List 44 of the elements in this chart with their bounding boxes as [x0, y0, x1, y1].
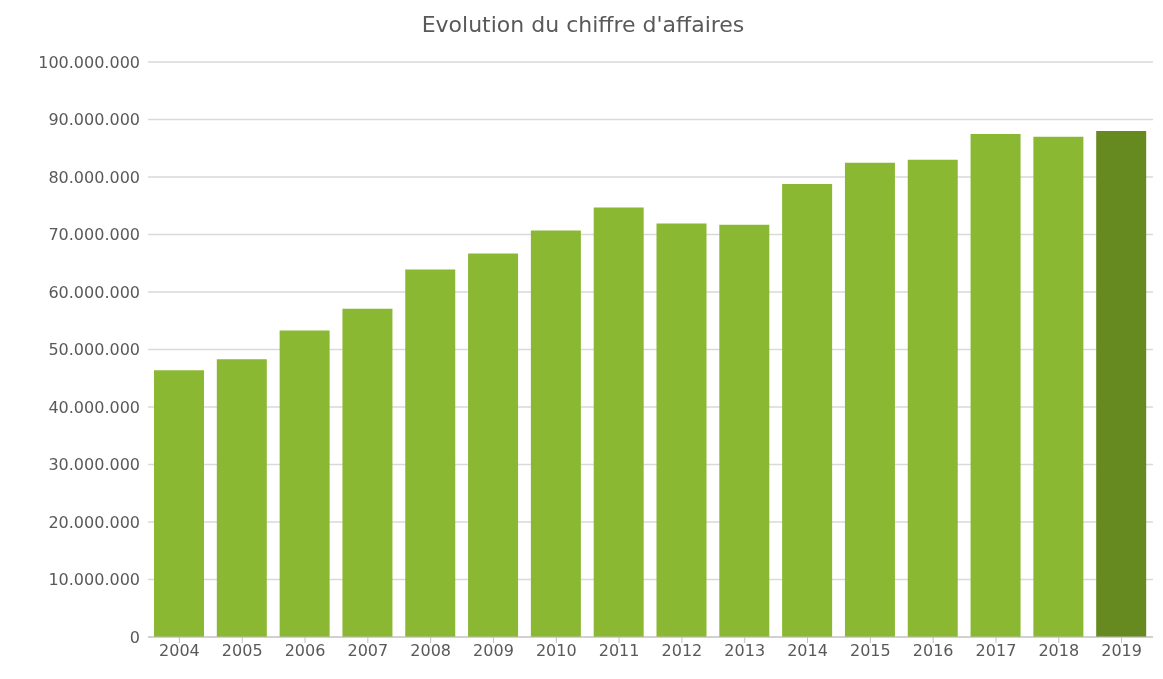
- x-tick-label: 2006: [284, 641, 326, 661]
- bar: [1096, 131, 1147, 637]
- bar: [782, 183, 833, 637]
- x-tick-label: 2009: [473, 641, 514, 661]
- x-tick-label: 2015: [849, 641, 891, 661]
- y-tick-label: 10.000.000: [48, 570, 140, 590]
- x-tick-label: 2012: [661, 641, 703, 661]
- x-tick-label: 2007: [347, 641, 389, 661]
- x-tick-label: 2019: [1101, 641, 1142, 661]
- bar: [342, 308, 393, 637]
- y-tick-label: 20.000.000: [48, 512, 140, 532]
- bar: [907, 159, 958, 637]
- y-tick-label: 50.000.000: [48, 340, 140, 360]
- x-tick-label: 2010: [535, 641, 577, 661]
- bar: [279, 330, 330, 637]
- y-tick-label: 100.000.000: [38, 52, 140, 72]
- bar: [656, 223, 707, 637]
- bar: [216, 359, 267, 637]
- x-tick-label: 2011: [598, 641, 640, 661]
- y-tick-label: 80.000.000: [48, 167, 140, 187]
- bar: [468, 253, 519, 637]
- y-tick-label: 70.000.000: [48, 225, 140, 245]
- x-tick-label: 2014: [787, 641, 828, 661]
- bar: [405, 269, 456, 637]
- chart-title: Evolution du chiffre d'affaires: [420, 11, 746, 39]
- x-tick-label: 2017: [975, 641, 1017, 661]
- bar: [154, 370, 204, 637]
- y-tick-label: 0: [129, 627, 140, 647]
- x-tick-label: 2004: [159, 641, 200, 661]
- bar: [1033, 136, 1084, 637]
- x-tick-label: 2013: [724, 641, 766, 661]
- x-tick-label: 2005: [221, 641, 263, 661]
- x-tick-label: 2016: [912, 641, 954, 661]
- bar: [970, 133, 1021, 637]
- bar: [530, 230, 581, 637]
- y-tick-label: 40.000.000: [48, 397, 140, 417]
- x-tick-label: 2008: [410, 641, 452, 661]
- y-tick-label: 30.000.000: [48, 455, 140, 475]
- x-tick-label: 2018: [1038, 641, 1080, 661]
- y-tick-label: 60.000.000: [48, 282, 140, 302]
- bar: [593, 207, 644, 637]
- y-tick-label: 90.000.000: [48, 110, 140, 130]
- bar: [844, 162, 895, 637]
- bar: [719, 224, 770, 637]
